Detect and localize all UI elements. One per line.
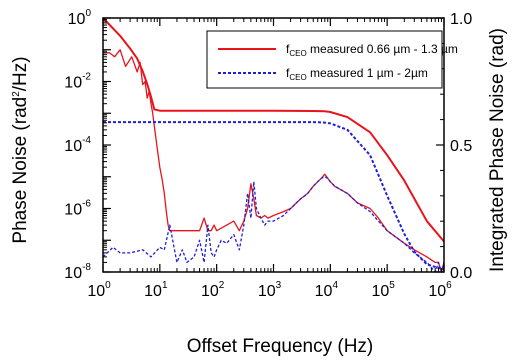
x-axis-title: Offset Frequency (Hz) <box>187 336 374 357</box>
x-tick-label: 102 <box>201 280 225 300</box>
y-right-tick-label: 0.5 <box>450 138 472 155</box>
x-tick-label: 105 <box>371 280 395 300</box>
x-tick-label: 104 <box>315 280 339 300</box>
legend-label-blue: fCEO measured 1 µm - 2µm <box>286 66 428 82</box>
y-left-tick-label: 100 <box>68 8 92 28</box>
y-left-tick-label: 10-2 <box>64 72 91 92</box>
legend-label-red: fCEO measured 0.66 µm - 1.3 µm <box>286 42 458 58</box>
x-tick-label: 101 <box>144 280 168 300</box>
axis-ticks <box>102 17 445 273</box>
y-right-tick-label: 0.0 <box>450 265 472 282</box>
y-left-tick-label: 10-8 <box>64 262 91 282</box>
legend-box <box>206 30 443 89</box>
series-line-3-integrated <box>103 121 445 271</box>
tick-labels: 100 101 102 103 104 105 106 100 10-2 10-4 10-6 10-8… <box>64 8 472 300</box>
x-tick-label: 106 <box>428 280 452 300</box>
legend: fCEO measured 0.66 µm - 1.3 µm fCEO meas… <box>206 30 458 89</box>
x-tick-label: 103 <box>258 280 282 300</box>
series-line-1-noise <box>102 176 445 273</box>
y-left-tick-label: 10-6 <box>64 199 91 219</box>
x-tick-label: 100 <box>87 280 111 300</box>
series-line-2-integrated <box>102 17 445 243</box>
left-y-axis-title: Phase Noise (rad2/Hz) <box>10 56 31 243</box>
series-lines <box>102 17 445 273</box>
right-y-axis-title: Integrated Phase Noise (rad) <box>487 28 508 272</box>
y-left-tick-label: 10-4 <box>64 135 91 155</box>
y-right-tick-label: 1.0 <box>450 11 472 28</box>
